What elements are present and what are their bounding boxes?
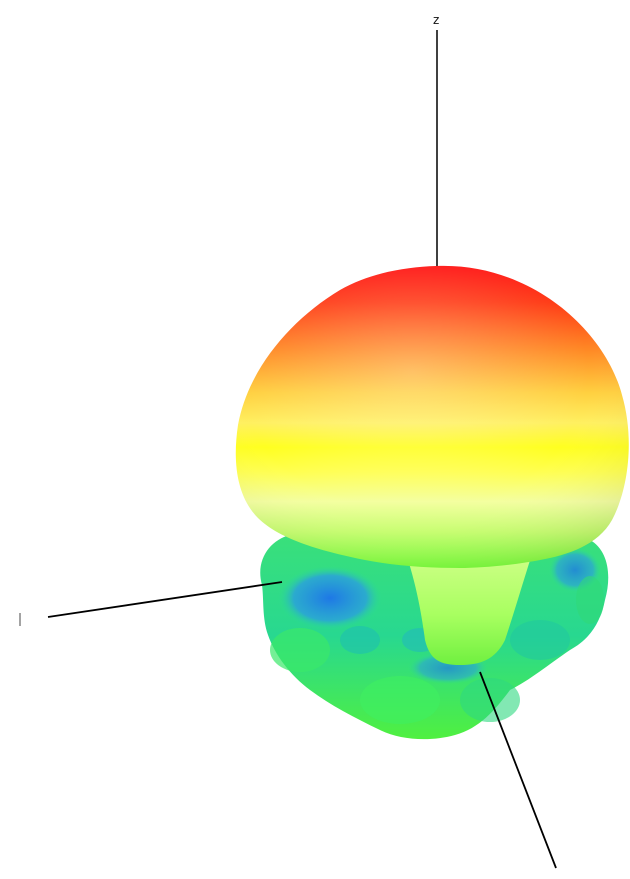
- z-axis-label: z: [433, 13, 439, 27]
- z-axis: z: [433, 13, 439, 285]
- main-lobe-dome: [235, 265, 629, 568]
- x-axis: [19, 581, 283, 626]
- y-axis: [479, 671, 557, 869]
- lobe-blue-region-left: [278, 566, 382, 630]
- main-lobe-neck: [400, 540, 535, 665]
